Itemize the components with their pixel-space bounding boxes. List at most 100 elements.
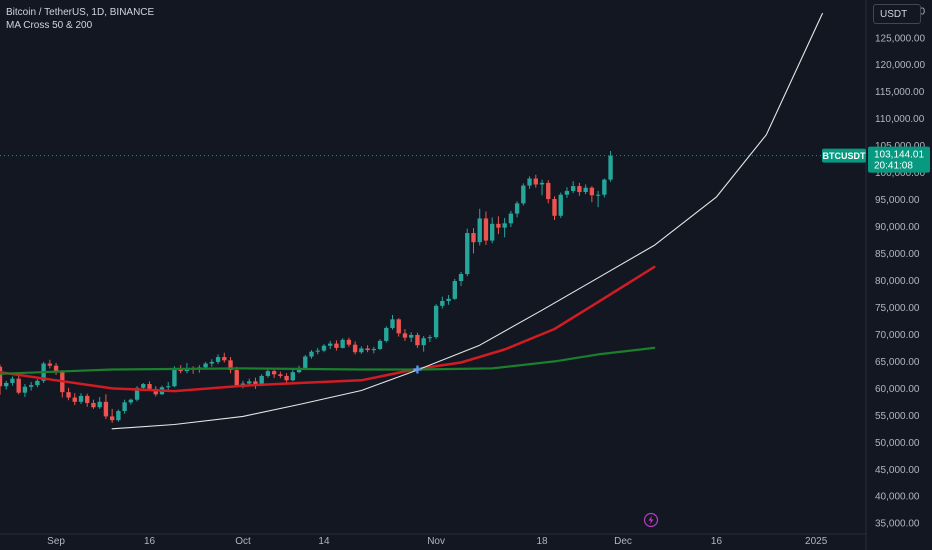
- symbol-title[interactable]: Bitcoin / TetherUS, 1D, BINANCE: [6, 7, 155, 18]
- candle-body: [570, 186, 576, 191]
- time-tick-label: Nov: [427, 536, 445, 547]
- candle-body: [315, 350, 320, 352]
- candle-body: [321, 345, 327, 351]
- candle-body: [409, 334, 414, 338]
- candle-body: [271, 371, 277, 375]
- candle-body: [253, 381, 258, 385]
- price-tick-label: 110,000.00: [875, 114, 925, 125]
- candle-body: [546, 182, 551, 200]
- candle-body: [352, 344, 358, 353]
- candle-body: [309, 351, 314, 357]
- price-tick-label: 80,000.00: [875, 276, 920, 287]
- time-tick-label: 16: [144, 536, 156, 547]
- candle-body: [147, 384, 152, 389]
- price-tick-label: 125,000.00: [875, 33, 925, 44]
- candle-body: [365, 348, 370, 351]
- candle-body: [602, 179, 607, 195]
- candle-body: [564, 190, 570, 195]
- candle-body: [521, 185, 526, 204]
- candle-body: [259, 375, 264, 385]
- parabolic-curve-line: [111, 12, 823, 430]
- candle-body: [35, 380, 40, 386]
- candle-body: [265, 371, 271, 376]
- candle-body: [97, 401, 102, 408]
- candle-body: [172, 367, 177, 387]
- candle-body: [552, 199, 557, 216]
- candle-body: [109, 416, 115, 421]
- candle-body: [346, 339, 352, 345]
- candle-body: [53, 365, 59, 373]
- price-tick-label: 35,000.00: [875, 519, 920, 530]
- time-tick-label: Dec: [614, 536, 632, 547]
- candle-body: [66, 392, 71, 398]
- time-tick-label: 16: [711, 536, 723, 547]
- time-tick-label: 18: [536, 536, 548, 547]
- candle-body: [222, 357, 227, 361]
- candle-body: [490, 223, 495, 241]
- candle-body: [539, 182, 545, 185]
- candles-group: [0, 151, 613, 423]
- price-tick-label: 40,000.00: [875, 492, 920, 503]
- candle-body: [203, 363, 208, 368]
- candle-body: [527, 178, 532, 186]
- candle-body: [328, 343, 333, 346]
- candle-body: [465, 233, 470, 275]
- candle-body: [78, 395, 84, 402]
- candle-body: [514, 203, 520, 214]
- candle-body: [483, 218, 489, 241]
- candle-body: [85, 395, 90, 403]
- price-tag-label: 103,144.01: [874, 150, 924, 161]
- candle-body: [583, 187, 588, 193]
- indicator-title[interactable]: MA Cross 50 & 200: [6, 20, 93, 31]
- candle-body: [122, 402, 127, 412]
- symbol-tag: BTCUSDT: [823, 151, 866, 161]
- time-tick-label: 14: [318, 536, 330, 547]
- candle-body: [433, 305, 439, 338]
- candle-body: [234, 370, 239, 386]
- ma50-line: [0, 265, 656, 393]
- price-tick-label: 65,000.00: [875, 357, 920, 368]
- lightning-icon[interactable]: [643, 512, 659, 528]
- indicator-lines: [0, 12, 866, 430]
- price-tick-label: 75,000.00: [875, 303, 920, 314]
- price-tick-label: 55,000.00: [875, 411, 920, 422]
- candle-body: [103, 401, 109, 417]
- price-tick-label: 60,000.00: [875, 384, 920, 395]
- candle-body: [296, 367, 302, 373]
- price-tick-label: 45,000.00: [875, 465, 920, 476]
- candle-body: [440, 300, 445, 306]
- candle-body: [228, 360, 233, 371]
- candle-body: [502, 223, 507, 228]
- candle-body: [477, 218, 482, 243]
- candle-body: [608, 155, 613, 180]
- candle-body: [427, 337, 433, 339]
- candle-body: [22, 386, 28, 393]
- price-tag-bg: [868, 146, 930, 173]
- candle-body: [91, 402, 96, 408]
- candle-body: [384, 327, 389, 341]
- candle-body: [4, 382, 9, 387]
- candle-body: [116, 411, 121, 421]
- candle-body: [16, 378, 21, 393]
- candle-body: [10, 378, 15, 383]
- candle-body: [72, 397, 77, 402]
- time-tick-label: 2025: [805, 536, 828, 547]
- candle-body: [284, 375, 289, 381]
- currency-button[interactable]: USDT: [873, 4, 921, 24]
- candle-body: [166, 386, 171, 388]
- time-axis[interactable]: Sep 16 Oct 14 Nov 18 Dec 16 2025: [47, 536, 828, 547]
- candle-body: [247, 381, 252, 384]
- price-tick-label: 70,000.00: [875, 330, 920, 341]
- candle-body: [153, 388, 158, 395]
- candle-body: [589, 187, 595, 196]
- price-tick-label: 100,000.00: [875, 168, 925, 179]
- price-tick-label: 120,000.00: [875, 60, 925, 71]
- candle-body: [359, 348, 364, 353]
- price-tick-label: 95,000.00: [875, 195, 920, 206]
- candle-body: [371, 348, 376, 351]
- candle-body: [508, 213, 514, 224]
- symbol-tag-bg: [822, 148, 866, 163]
- candle-body: [0, 366, 3, 387]
